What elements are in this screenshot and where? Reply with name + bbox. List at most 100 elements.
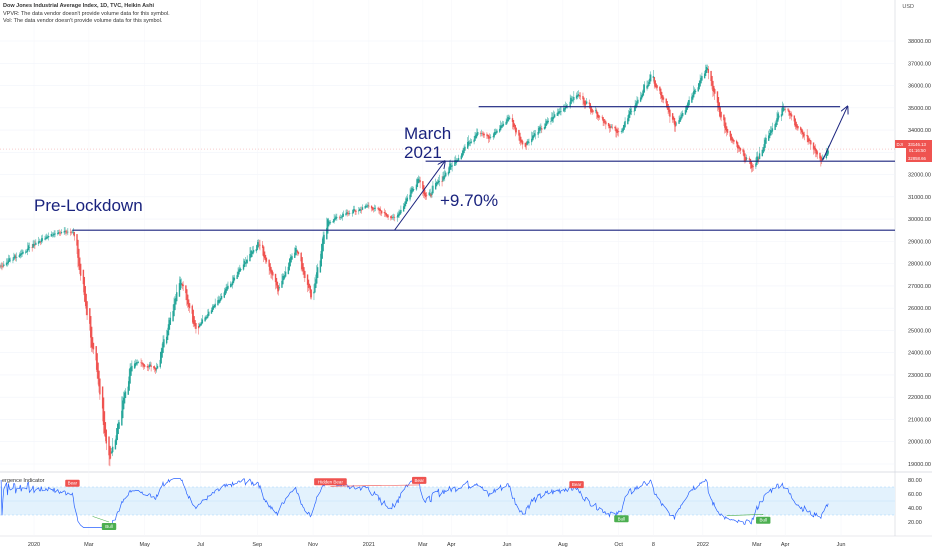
candle-body bbox=[710, 70, 712, 82]
candle-body bbox=[678, 120, 680, 124]
candle-body bbox=[597, 114, 600, 118]
candle-body bbox=[467, 141, 470, 146]
x-tick-label: 2020 bbox=[28, 542, 40, 548]
candle-body bbox=[577, 94, 580, 97]
candle-body bbox=[808, 138, 810, 142]
candle-body bbox=[180, 283, 183, 285]
trend-arrow[interactable] bbox=[394, 161, 444, 231]
candle-body bbox=[387, 215, 389, 218]
candle-body bbox=[46, 236, 48, 239]
level-price-label: 32858.66 bbox=[908, 156, 927, 161]
candle-body bbox=[639, 97, 642, 102]
candle-body bbox=[538, 127, 540, 134]
candle-body bbox=[165, 336, 168, 344]
candle-body bbox=[442, 176, 444, 182]
candle-body bbox=[398, 213, 400, 216]
candle-body bbox=[564, 106, 567, 110]
candle-body bbox=[556, 112, 559, 116]
candle-body bbox=[546, 120, 548, 124]
candle-body bbox=[793, 115, 796, 122]
price-axis: 38000.00 37000.00 36000.00 35000.00 34000.00… bbox=[908, 39, 931, 526]
candle-body bbox=[360, 209, 363, 211]
candle-body bbox=[315, 279, 317, 288]
candle-body bbox=[557, 112, 559, 115]
candle-body bbox=[569, 101, 571, 107]
candle-body bbox=[649, 78, 651, 85]
candle-body bbox=[116, 427, 118, 441]
candle-body bbox=[460, 155, 462, 160]
candle-body bbox=[456, 161, 458, 163]
candle-body bbox=[174, 298, 176, 311]
candle-body bbox=[380, 210, 383, 214]
candle-body bbox=[141, 362, 143, 364]
x-tick-label: Sep bbox=[252, 542, 262, 548]
trend-arrow[interactable] bbox=[822, 107, 848, 161]
candle-body bbox=[463, 148, 465, 154]
candle-body bbox=[462, 150, 464, 156]
candle-body bbox=[694, 90, 697, 92]
candle-body bbox=[219, 300, 221, 302]
candle-body bbox=[705, 66, 708, 73]
candle-body bbox=[32, 243, 34, 248]
candle-body bbox=[323, 234, 325, 244]
candle-body bbox=[477, 131, 479, 135]
march-label-line2: 2021 bbox=[404, 143, 442, 162]
candle-body bbox=[397, 214, 399, 217]
candle-body bbox=[372, 208, 375, 210]
candle-body bbox=[821, 158, 823, 161]
candle-body bbox=[103, 411, 106, 433]
divergence-tag-bull bbox=[756, 516, 771, 524]
candle-body bbox=[370, 205, 373, 209]
candle-body bbox=[275, 277, 278, 286]
candle-body bbox=[685, 107, 688, 113]
y-tick-label: 35000.00 bbox=[908, 106, 931, 112]
candle-body bbox=[226, 286, 228, 291]
candle-body bbox=[281, 280, 283, 288]
candle-body bbox=[712, 80, 714, 91]
candle-body bbox=[617, 131, 620, 133]
candle-body bbox=[288, 262, 290, 271]
candle-body bbox=[642, 89, 645, 96]
candle-body bbox=[236, 275, 238, 280]
candle-body bbox=[596, 112, 599, 118]
candle-body bbox=[310, 289, 312, 298]
divergence-tag-text: Hidden Bear bbox=[318, 479, 344, 484]
main-pane[interactable] bbox=[0, 0, 895, 472]
candle-body bbox=[250, 250, 252, 258]
candle-body bbox=[47, 235, 50, 238]
candle-body bbox=[131, 365, 133, 372]
candle-body bbox=[713, 85, 715, 93]
candle-body bbox=[514, 124, 516, 131]
candle-body bbox=[160, 351, 162, 364]
candle-body bbox=[769, 129, 772, 136]
candle-body bbox=[8, 258, 10, 262]
candle-body bbox=[539, 126, 541, 131]
candle-body bbox=[231, 281, 234, 286]
candle-body bbox=[142, 363, 144, 365]
candle-body bbox=[425, 194, 428, 196]
candle-body bbox=[679, 117, 681, 122]
candle-body bbox=[295, 249, 298, 252]
candle-body bbox=[513, 123, 516, 127]
divergence-tag-bear bbox=[412, 476, 427, 484]
candle-body bbox=[788, 109, 790, 113]
candle-body bbox=[206, 316, 208, 319]
candle-body bbox=[256, 244, 258, 251]
candle-body bbox=[733, 139, 735, 142]
rsi-tick-label: 20.00 bbox=[908, 520, 922, 526]
candle-body bbox=[322, 236, 324, 252]
candle-body bbox=[402, 206, 405, 212]
candle-body bbox=[147, 366, 150, 368]
candle-body bbox=[825, 153, 828, 159]
candle-body bbox=[757, 158, 760, 160]
candle-body bbox=[611, 126, 613, 128]
candle-body bbox=[730, 133, 732, 140]
candle-body bbox=[508, 117, 510, 120]
candle-body bbox=[219, 298, 222, 301]
candle-body bbox=[329, 222, 332, 223]
candle-body bbox=[128, 376, 130, 391]
candle-body bbox=[71, 231, 74, 233]
candle-body bbox=[26, 248, 29, 252]
candle-body bbox=[660, 91, 663, 99]
